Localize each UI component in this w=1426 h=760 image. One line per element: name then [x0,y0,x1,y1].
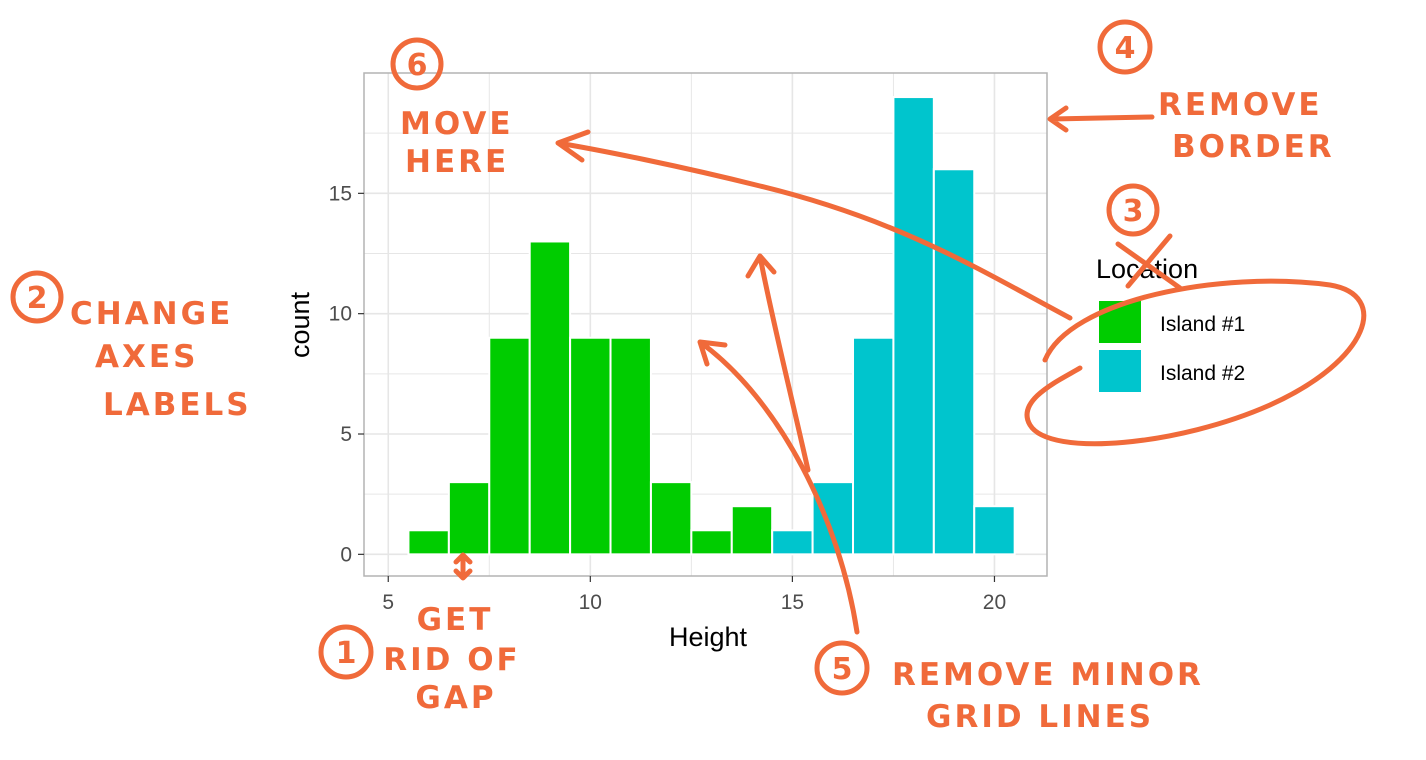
x-tick-label: 20 [983,591,1006,614]
x-tick-label: 5 [382,591,394,614]
svg-text:GRID LINES: GRID LINES [926,699,1154,735]
y-tick-label: 10 [329,303,352,326]
x-axis-title: Height [669,622,748,652]
bar-island-1 [407,529,450,556]
svg-text:1: 1 [336,636,357,671]
bar-island-2 [771,529,814,556]
bar-island-1 [447,481,491,556]
legend-title: Location [1096,254,1198,284]
legend: Location Island #1 Island #2 [1096,254,1245,392]
y-tick-label: 5 [340,423,352,446]
svg-text:CHANGE: CHANGE [70,296,233,332]
bar-island-2 [892,96,935,556]
bar-island-1 [528,240,572,556]
svg-text:REMOVE MINOR: REMOVE MINOR [892,657,1204,693]
legend-label-island-2: Island #2 [1160,362,1245,385]
bar-island-1 [730,505,774,556]
bar-island-2 [852,336,895,556]
svg-text:GAP: GAP [415,680,496,716]
y-axis-title: count [285,291,315,358]
svg-text:BORDER: BORDER [1172,129,1335,165]
svg-text:MOVE: MOVE [400,106,514,142]
annotation-3-remove-legend-title: 3 [1024,183,1367,447]
svg-text:LABELS: LABELS [103,387,252,423]
svg-text:6: 6 [407,48,428,83]
legend-key-island-2 [1099,350,1141,392]
axis-ticks: 5 10 15 20 0 5 10 15 [329,182,1007,614]
annotation-2-change-axes-labels: 2 CHANGE AXES LABELS [10,270,252,423]
bar-island-1 [488,336,531,556]
annotation-1-get-rid-of-gap: 1 GET RID OF GAP [318,552,520,716]
x-tick-label: 10 [579,591,602,614]
bar-island-1 [649,481,693,556]
bar-island-1 [569,336,612,556]
annotations: 1 GET RID OF GAP 2 CHANGE AXES LABELS 3 … [10,19,1367,735]
annotation-5-remove-minor-grid-lines: 5 REMOVE MINOR GRID LINES [697,253,1204,735]
svg-text:HERE: HERE [405,144,509,180]
panel-border [363,72,1048,577]
annotation-4-remove-border: 4 REMOVE BORDER [1047,19,1335,165]
bar-island-1 [690,529,733,556]
bar-island-2 [973,505,1016,556]
svg-text:REMOVE: REMOVE [1158,87,1323,123]
y-tick-label: 15 [329,182,352,205]
annotation-6-move-legend-here: 6 MOVE HERE [390,37,1073,321]
svg-text:2: 2 [27,281,48,316]
x-tick-label: 15 [781,591,804,614]
svg-text:AXES: AXES [95,339,198,375]
svg-text:3: 3 [1123,194,1144,229]
legend-label-island-1: Island #1 [1160,313,1245,336]
bar-island-1 [609,336,652,556]
bar-island-2 [932,168,976,556]
svg-text:4: 4 [1115,31,1136,66]
svg-text:RID OF: RID OF [383,642,520,678]
svg-text:GET: GET [417,602,494,638]
svg-text:5: 5 [832,652,853,687]
y-tick-label: 0 [340,543,352,566]
